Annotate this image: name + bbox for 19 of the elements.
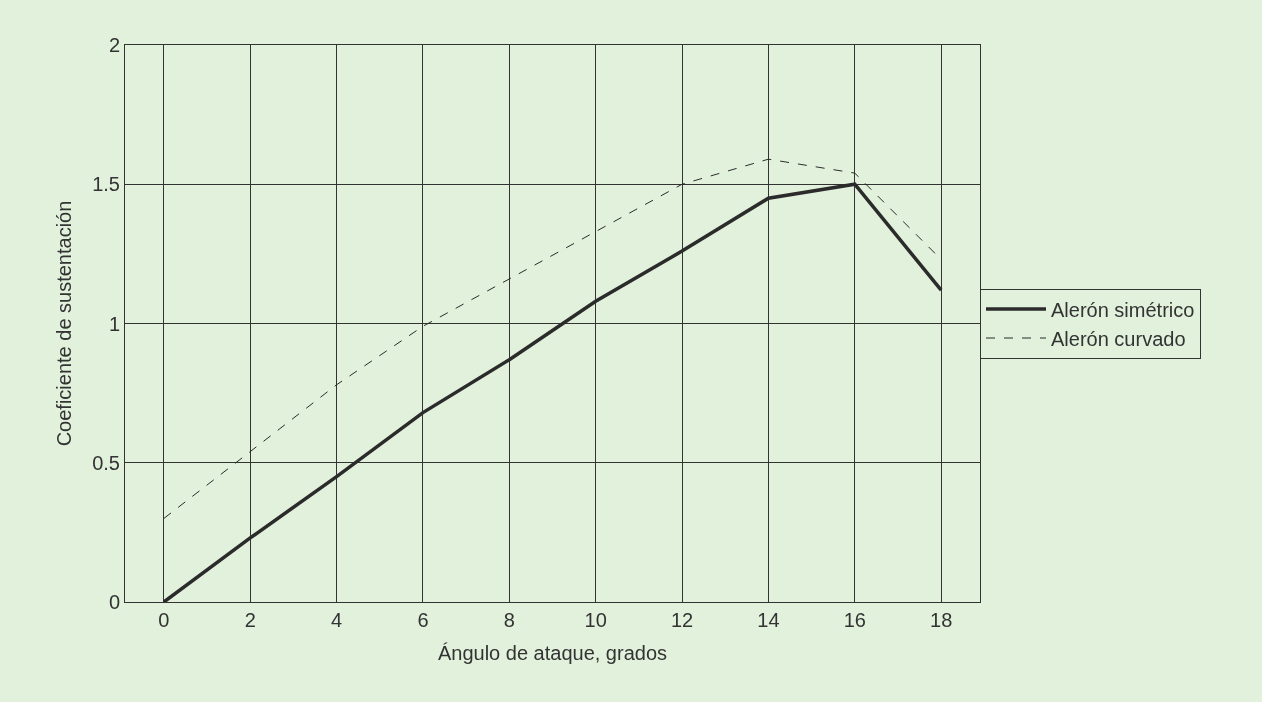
x-tick-label: 0 <box>158 609 170 631</box>
x-tick-label: 8 <box>503 609 515 631</box>
y-tick-label: 1 <box>108 312 120 335</box>
y-tick-label: 0 <box>108 591 120 613</box>
x-tick-label: 4 <box>331 609 343 631</box>
y-tick-label: 0.5 <box>92 451 120 474</box>
y-axis-title: Coeficiente de sustentación <box>52 200 75 447</box>
x-axis-title: Ángulo de ataque, grados <box>437 641 668 664</box>
legend-label: Alerón curvado <box>1051 327 1186 350</box>
x-tick-label: 14 <box>757 609 780 631</box>
x-tick-label: 2 <box>244 609 256 631</box>
y-tick-label: 1.5 <box>92 173 120 196</box>
x-tick-label: 16 <box>843 609 866 631</box>
x-tick-label: 18 <box>930 609 953 631</box>
x-tick-label: 12 <box>670 609 694 631</box>
x-tick-label: 6 <box>417 609 429 631</box>
x-tick-label: 10 <box>584 609 607 631</box>
legend-label: Alerón simétrico <box>1051 298 1195 321</box>
y-tick-label: 2 <box>108 34 120 56</box>
